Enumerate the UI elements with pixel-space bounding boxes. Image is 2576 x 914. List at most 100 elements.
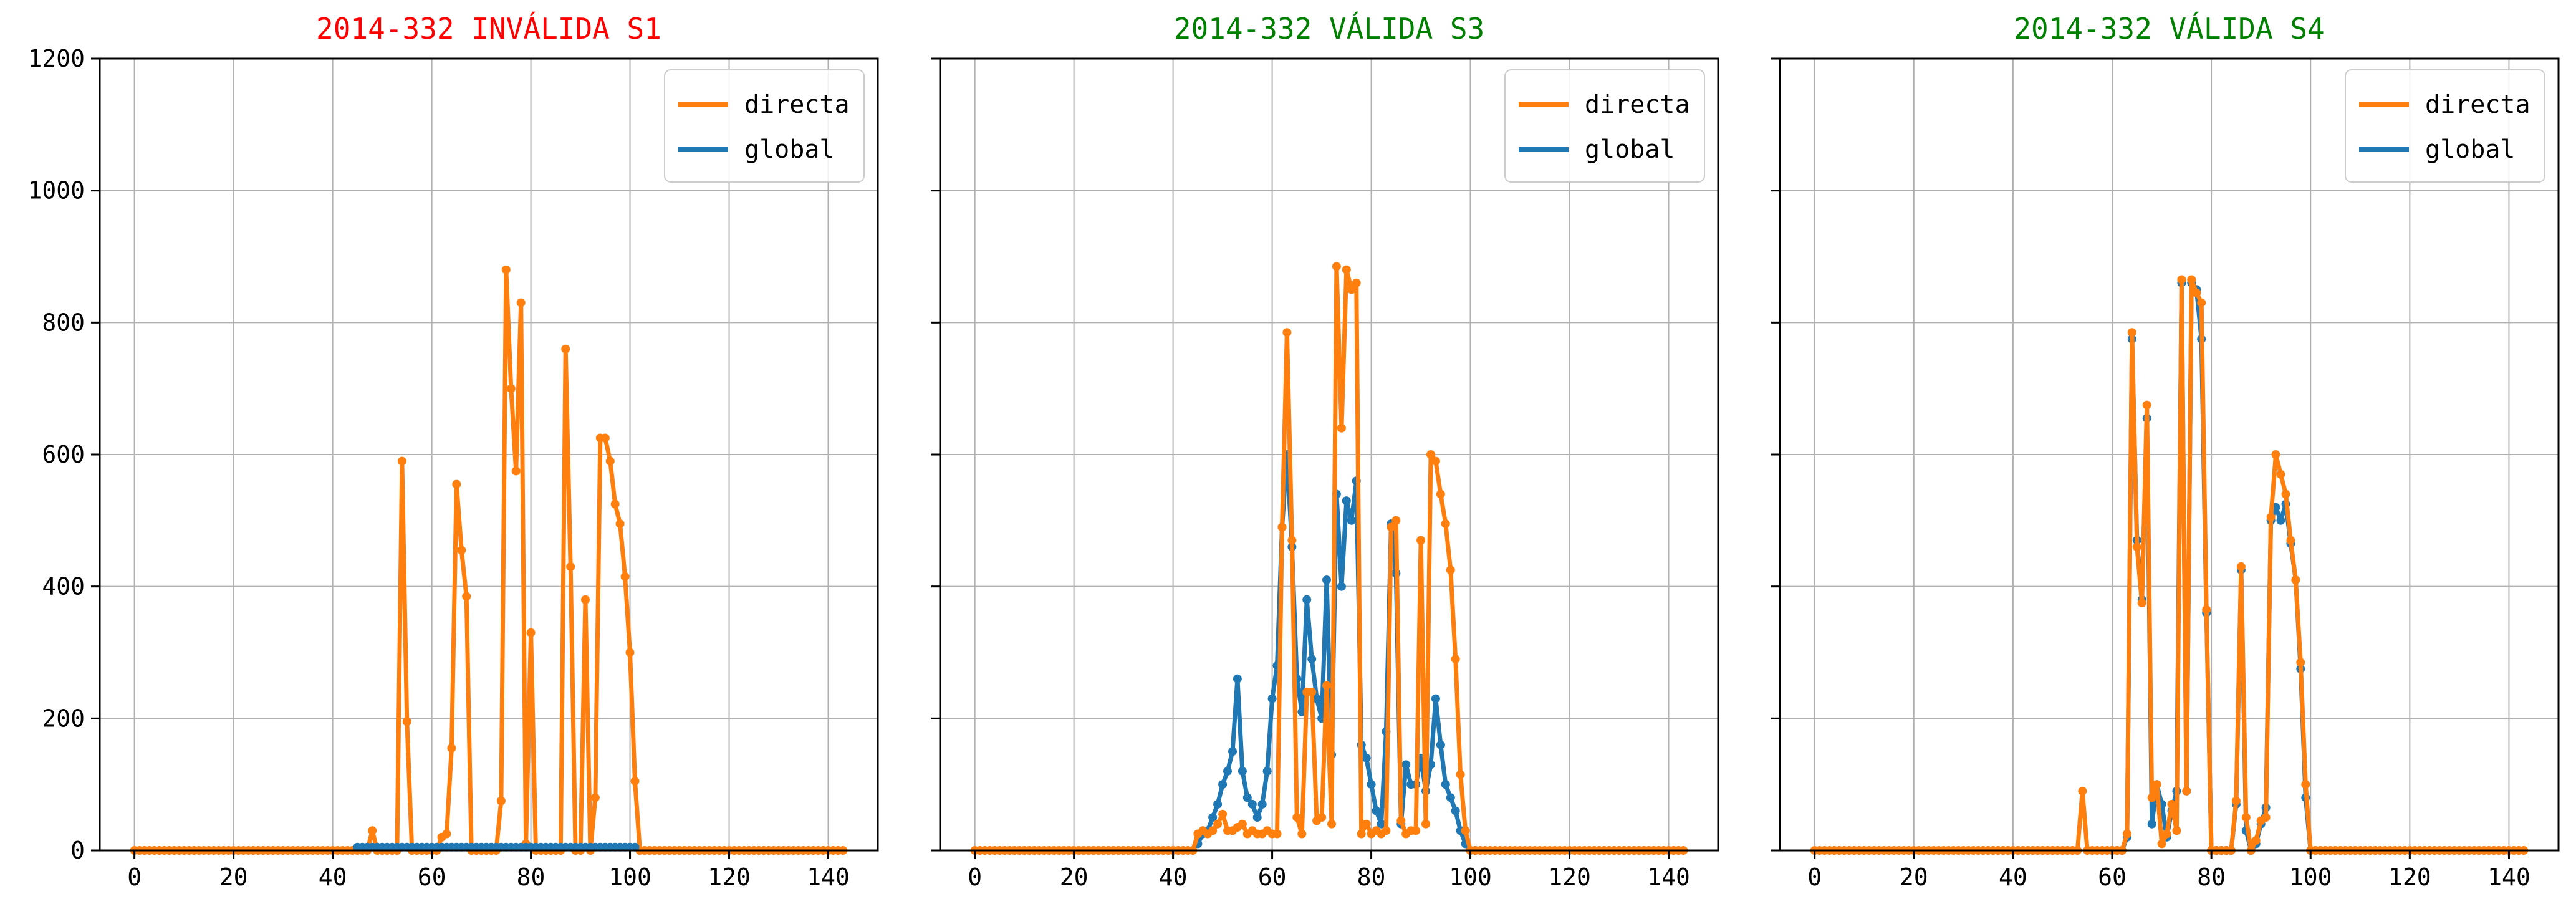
data-point-directa (2231, 796, 2241, 806)
data-point-directa (1461, 826, 1470, 835)
data-point-directa (610, 499, 620, 509)
data-point-directa (1396, 816, 1406, 825)
data-point-directa (368, 826, 377, 835)
data-point-directa (1456, 770, 1465, 779)
data-point-global (1208, 813, 1218, 822)
data-point-directa (2202, 605, 2211, 614)
data-point-directa (1337, 423, 1346, 433)
x-tick-label: 20 (1900, 863, 1928, 891)
data-point-directa (1218, 809, 1228, 819)
chart-panel-2: 0 20 40 60 80 100 120 140 2014-332 VÁLIDA S3 dire… (931, 12, 1719, 891)
x-tick-label: 100 (1449, 863, 1492, 891)
data-point-directa (2286, 536, 2295, 545)
data-point-global (1213, 799, 1223, 809)
data-point-directa (620, 572, 630, 581)
x-tick-label: 60 (418, 863, 446, 891)
data-point-directa (2197, 298, 2206, 307)
data-point-global (1431, 694, 1440, 703)
data-point-directa (1322, 681, 1331, 690)
data-point-directa (2296, 658, 2305, 667)
x-tick-label: 100 (2289, 863, 2332, 891)
data-point-directa (1421, 819, 1430, 829)
legend-box (2345, 69, 2545, 183)
data-point-directa (397, 456, 406, 466)
data-point-directa (1307, 688, 1317, 696)
data-point-directa (1362, 819, 1371, 829)
chart-panel-3: 0 20 40 60 80 100 120 140 2014-332 VÁLIDA S4 dire… (1771, 12, 2560, 891)
data-point-global (1337, 582, 1346, 591)
y-tick-label: 600 (42, 441, 85, 468)
data-point-global (1347, 516, 1356, 525)
data-point-directa (526, 628, 536, 637)
x-tick-label: 100 (608, 863, 651, 891)
data-point-directa (1342, 265, 1351, 274)
x-tick-label: 120 (708, 863, 751, 891)
data-point-directa (1272, 829, 1282, 839)
legend-box (664, 69, 865, 183)
legend: directa global (664, 69, 865, 183)
data-point-global (1233, 674, 1242, 683)
data-point-directa (462, 592, 471, 601)
data-point-directa (600, 433, 610, 443)
data-point-directa (581, 595, 590, 604)
data-point-directa (590, 793, 600, 802)
data-point-global (1247, 799, 1257, 809)
x-tick-label: 40 (1999, 863, 2027, 891)
data-point-directa (1208, 826, 1218, 835)
data-point-directa (1297, 829, 1307, 839)
data-point-directa (2167, 799, 2176, 809)
data-point-directa (1352, 278, 1361, 287)
data-point-global (1441, 780, 1450, 789)
data-point-directa (447, 744, 456, 753)
data-point-directa (1347, 285, 1356, 294)
x-tick-label: 80 (1357, 863, 1386, 891)
data-point-global (1262, 767, 1272, 776)
data-point-directa (1441, 519, 1450, 529)
data-point-directa (2261, 813, 2271, 822)
data-point-directa (2236, 562, 2246, 571)
data-point-directa (457, 546, 466, 555)
legend: directa global (2345, 69, 2545, 183)
data-point-directa (2137, 599, 2146, 608)
data-point-directa (1431, 456, 1440, 466)
data-point-global (1312, 694, 1322, 703)
x-tick-label: 20 (219, 863, 248, 891)
data-point-directa (1426, 450, 1435, 459)
data-point-directa (1327, 819, 1336, 829)
data-point-directa (2182, 786, 2191, 796)
data-point-directa (1292, 813, 1302, 822)
data-point-directa (2241, 813, 2251, 822)
data-point-directa (452, 479, 461, 489)
data-point-directa (605, 456, 615, 466)
data-point-directa (1282, 328, 1292, 337)
y-tick-label: 400 (42, 573, 85, 600)
data-point-directa (2127, 328, 2136, 337)
data-point-directa (516, 298, 526, 307)
data-point-global (1242, 793, 1252, 802)
legend-label-directa: directa (1585, 90, 1690, 119)
data-point-directa (2187, 275, 2196, 284)
data-point-directa (2162, 829, 2171, 839)
data-point-directa (501, 265, 511, 274)
legend-label-global: global (2425, 135, 2516, 164)
data-point-directa (496, 796, 506, 806)
data-point-directa (506, 384, 516, 393)
data-point-global (2276, 516, 2285, 525)
data-point-global (1401, 760, 1411, 769)
data-point-directa (615, 519, 625, 529)
x-tick-label: 80 (2197, 863, 2226, 891)
data-point-directa (1387, 522, 1396, 532)
data-point-directa (1416, 536, 1426, 545)
data-point-global (2147, 819, 2156, 829)
x-tick-label: 140 (1647, 863, 1690, 891)
x-tick-label: 0 (1807, 863, 1822, 891)
y-tick-label: 1000 (27, 177, 85, 204)
data-point-directa (1317, 813, 1327, 822)
chart-panel-1: 0 20 40 60 80 100 120 140 0 200 400 600 800 1000 1200 2… (27, 12, 879, 891)
legend-label-directa: directa (744, 90, 850, 119)
legend-label-global: global (744, 135, 835, 164)
data-point-directa (1238, 819, 1247, 829)
data-point-directa (2301, 780, 2310, 789)
data-point-directa (1411, 826, 1421, 835)
